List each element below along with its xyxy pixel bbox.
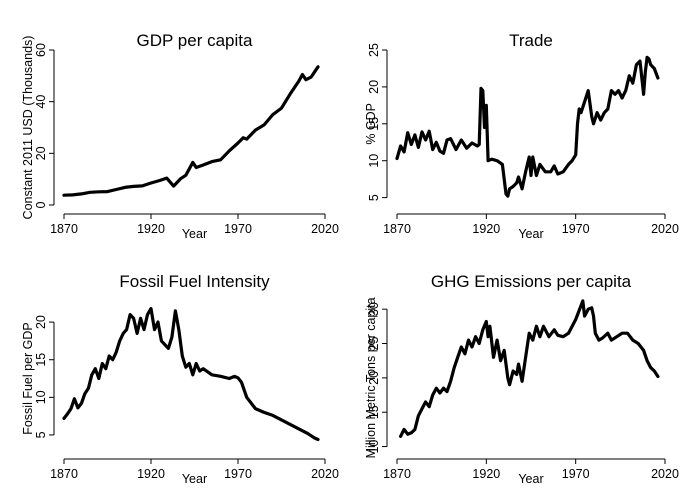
ghg-emissions-per-capita-y-tick-label: 20 [367,371,381,385]
fossil-fuel-intensity-x-tick-label: 1870 [50,467,78,481]
ghg-emissions-per-capita-y-axis-label: Million Metric Tons per capita [364,297,378,458]
gdp-per-capita-x-tick-label: 1970 [224,222,252,236]
gdp-per-capita-y-tick-label: 20 [34,146,48,160]
trade-y-tick-label: 5 [367,194,381,201]
ghg-emissions-per-capita-x-tick-label: 1870 [383,467,411,481]
trade-y-axis-label: % GDP [364,103,378,145]
ghg-emissions-per-capita-title: GHG Emissions per capita [431,272,632,291]
ghg-emissions-per-capita-series-line [399,299,660,438]
fossil-fuel-intensity-panel: Fossil Fuel Intensity 5 10 15 20 1870 1920 1970… [21,272,339,486]
gdp-per-capita-y-tick-label: 60 [34,43,48,57]
trade-y-tick-label: 15 [367,117,381,131]
ghg-emissions-per-capita-y-tick-label: 10 [367,440,381,454]
ghg-emissions-per-capita-x-tick-label: 1970 [562,467,590,481]
trade-series-line [395,55,660,198]
trade-x-tick-label: 1970 [562,222,590,236]
fossil-fuel-intensity-x-tick-label: 2020 [311,467,339,481]
fossil-fuel-intensity-x-tick-label: 1970 [224,467,252,481]
gdp-per-capita-x-tick-label: 1920 [137,222,165,236]
trade-y-tick-label: 20 [367,80,381,94]
gdp-per-capita-panel: GDP per capita 0 20 40 60 1870 1920 1970 2020 Yea… [21,31,339,241]
ghg-emissions-per-capita-y-tick-label: 15 [367,405,381,419]
trade-y-tick-label: 25 [367,43,381,57]
gdp-per-capita-x-tick-label: 2020 [311,222,339,236]
gdp-per-capita-y-tick-label: 0 [34,201,48,208]
gdp-per-capita-x-axis-label: Year [182,227,207,241]
gdp-per-capita-x-tick-label: 1870 [50,222,78,236]
fossil-fuel-intensity-x-tick-label: 1920 [137,467,165,481]
fossil-fuel-intensity-series-line [62,307,320,442]
ghg-emissions-per-capita-x-axis-label: Year [518,472,543,486]
trade-x-tick-label: 2020 [651,222,679,236]
gdp-per-capita-y-axis-label: Constant 2011 USD (Thousands) [21,36,35,220]
ghg-emissions-per-capita-x-tick-label: 2020 [651,467,679,481]
gdp-per-capita-series-line [62,65,320,197]
trade-panel: Trade 5 10 15 20 25 1870 1920 1970 2020 Year % GDP [364,31,679,241]
ghg-emissions-per-capita-y-tick-label: 30 [367,302,381,316]
fossil-fuel-intensity-y-tick-label: 20 [34,315,48,329]
ghg-emissions-per-capita-x-tick-label: 1920 [472,467,500,481]
trade-y-tick-label: 10 [367,154,381,168]
fossil-fuel-intensity-title: Fossil Fuel Intensity [119,272,270,291]
fossil-fuel-intensity-x-axis-label: Year [182,472,207,486]
fossil-fuel-intensity-y-axis-label: Fossil Fuel per GDP [21,322,35,435]
trade-x-axis-label: Year [518,227,543,241]
fossil-fuel-intensity-y-tick-label: 5 [34,431,48,438]
trade-title: Trade [509,31,553,50]
trade-x-tick-label: 1870 [383,222,411,236]
ghg-emissions-per-capita-y-tick-label: 25 [367,337,381,351]
fossil-fuel-intensity-y-tick-label: 15 [34,353,48,367]
trade-x-tick-label: 1920 [472,222,500,236]
gdp-per-capita-title: GDP per capita [137,31,253,50]
gdp-per-capita-y-tick-label: 40 [34,95,48,109]
fossil-fuel-intensity-y-tick-label: 10 [34,390,48,404]
ghg-emissions-per-capita-panel: GHG Emissions per capita 10 15 20 25 30 1870 19… [364,272,679,486]
